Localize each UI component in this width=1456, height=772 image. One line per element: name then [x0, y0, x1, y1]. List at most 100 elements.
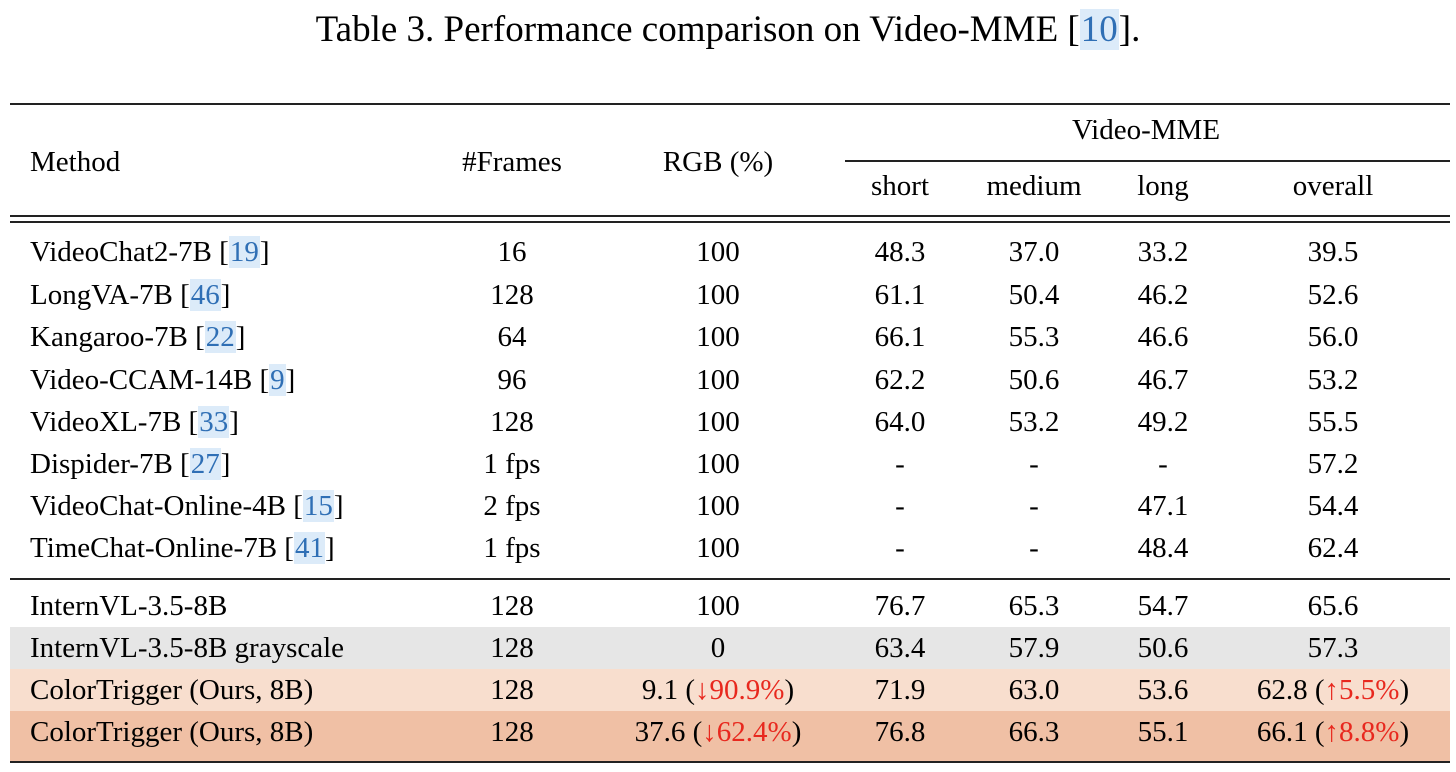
table-row: TimeChat-Online-7B [41] 1 fps - - 48.4 100 62.… — [10, 527, 1450, 569]
overall-cell: 39.5 — [1307, 236, 1359, 268]
frames-cell: 128 — [490, 716, 534, 748]
method-cell: VideoChat2-7B [19] — [30, 236, 270, 268]
long-cell: 47.1 — [1137, 490, 1189, 522]
overall-cell: 53.2 — [1307, 364, 1359, 396]
header-group-video-mme: Video-MME — [1071, 114, 1221, 146]
overall-cell: 57.3 — [1307, 632, 1359, 664]
short-cell: 62.2 — [874, 364, 926, 396]
top-rule — [10, 103, 1450, 105]
rgb-cell: 100 — [696, 532, 740, 564]
long-cell: 48.4 — [1137, 532, 1189, 564]
table-row: ColorTrigger (Ours, 8B) 128 76.8 66.3 55.1 37… — [10, 711, 1450, 761]
short-cell: 63.4 — [874, 632, 926, 664]
table-row: ColorTrigger (Ours, 8B) 128 71.9 63.0 53.6 9.… — [10, 669, 1450, 711]
group-rule — [845, 160, 1450, 162]
table-row: Kangaroo-7B [22] 64 66.1 55.3 46.6 100 56.0 — [10, 316, 1450, 358]
medium-cell: 65.3 — [1008, 590, 1060, 622]
frames-cell: 128 — [490, 406, 534, 438]
overall-cell: 65.6 — [1307, 590, 1359, 622]
medium-cell: - — [1029, 448, 1039, 480]
overall-cell: 62.4 — [1307, 532, 1359, 564]
table-row: VideoChat2-7B [19] 16 48.3 37.0 33.2 100 39.5 — [10, 231, 1450, 273]
long-cell: 46.2 — [1137, 279, 1189, 311]
frames-cell: 128 — [490, 674, 534, 706]
method-cell: ColorTrigger (Ours, 8B) — [30, 716, 314, 748]
overall-cell: 54.4 — [1307, 490, 1359, 522]
medium-cell: 66.3 — [1008, 716, 1060, 748]
medium-cell: 53.2 — [1008, 406, 1060, 438]
citation-link[interactable]: 10 — [1079, 9, 1119, 50]
frames-cell: 96 — [497, 364, 527, 396]
overall-cell: 55.5 — [1307, 406, 1359, 438]
frames-cell: 2 fps — [483, 490, 541, 522]
long-cell: - — [1158, 448, 1168, 480]
citation-link[interactable]: 22 — [204, 321, 236, 353]
citation-link[interactable]: 33 — [198, 406, 230, 438]
table-row: LongVA-7B [46] 128 61.1 50.4 46.2 100 52.6 — [10, 274, 1450, 316]
medium-cell: 50.4 — [1008, 279, 1060, 311]
table-row: InternVL-3.5-8B 128 76.7 65.3 54.7 100 65.6 — [10, 585, 1450, 627]
short-cell: - — [895, 532, 905, 564]
header-rgb: RGB (%) — [662, 146, 774, 178]
rgb-cell: 9.1 (↓90.9%) — [641, 674, 795, 706]
long-cell: 49.2 — [1137, 406, 1189, 438]
header-double-rule-1 — [10, 215, 1450, 217]
table-row: VideoChat-Online-4B [15] 2 fps - - 47.1 100 54… — [10, 485, 1450, 527]
header-frames: #Frames — [462, 146, 562, 178]
citation-link[interactable]: 9 — [269, 364, 286, 396]
table-caption: Table 3. Performance comparison on Video… — [315, 9, 1141, 50]
rgb-delta: ↓90.9% — [695, 674, 785, 706]
table-row: VideoXL-7B [33] 128 64.0 53.2 49.2 100 55.5 — [10, 401, 1450, 443]
overall-cell: 66.1 (↑8.8%) — [1256, 716, 1410, 748]
rgb-cell: 100 — [696, 236, 740, 268]
medium-cell: 57.9 — [1008, 632, 1060, 664]
table-row: Dispider-7B [27] 1 fps - - - 100 57.2 — [10, 443, 1450, 485]
header-overall: overall — [1292, 170, 1374, 202]
overall-delta: ↑5.5% — [1324, 674, 1400, 706]
method-cell: LongVA-7B [46] — [30, 279, 231, 311]
medium-cell: 50.6 — [1008, 364, 1060, 396]
citation-link[interactable]: 46 — [189, 279, 221, 311]
citation-link[interactable]: 19 — [228, 236, 260, 268]
mid-rule — [10, 578, 1450, 580]
table-row: Video-CCAM-14B [9] 96 62.2 50.6 46.7 100 53.2 — [10, 359, 1450, 401]
long-cell: 55.1 — [1137, 716, 1189, 748]
short-cell: 76.8 — [874, 716, 926, 748]
short-cell: 64.0 — [874, 406, 926, 438]
rgb-delta: ↓62.4% — [702, 716, 792, 748]
rgb-cell: 0 — [710, 632, 726, 664]
method-cell: Video-CCAM-14B [9] — [30, 364, 296, 396]
short-cell: 66.1 — [874, 321, 926, 353]
rgb-cell: 100 — [696, 590, 740, 622]
citation-link[interactable]: 15 — [302, 490, 334, 522]
header-short: short — [871, 170, 929, 202]
overall-cell: 56.0 — [1307, 321, 1359, 353]
overall-cell: 52.6 — [1307, 279, 1359, 311]
medium-cell: 55.3 — [1008, 321, 1060, 353]
citation-link[interactable]: 27 — [189, 448, 221, 480]
long-cell: 46.6 — [1137, 321, 1189, 353]
short-cell: 71.9 — [874, 674, 926, 706]
citation-link[interactable]: 41 — [293, 532, 325, 564]
rgb-cell: 37.6 (↓62.4%) — [634, 716, 802, 748]
medium-cell: 63.0 — [1008, 674, 1060, 706]
frames-cell: 64 — [497, 321, 527, 353]
long-cell: 46.7 — [1137, 364, 1189, 396]
bottom-rule — [10, 761, 1450, 763]
frames-cell: 16 — [497, 236, 527, 268]
medium-cell: 37.0 — [1008, 236, 1060, 268]
header-double-rule-2 — [10, 221, 1450, 223]
method-cell: InternVL-3.5-8B — [30, 590, 228, 622]
frames-cell: 1 fps — [483, 448, 541, 480]
medium-cell: - — [1029, 532, 1039, 564]
short-cell: 61.1 — [874, 279, 926, 311]
table-row: InternVL-3.5-8B grayscale 128 63.4 57.9 50.6… — [10, 627, 1450, 669]
header-medium: medium — [986, 170, 1082, 202]
rgb-cell: 100 — [696, 364, 740, 396]
short-cell: 48.3 — [874, 236, 926, 268]
rgb-cell: 100 — [696, 279, 740, 311]
header-method: Method — [30, 146, 121, 178]
frames-cell: 128 — [490, 279, 534, 311]
long-cell: 50.6 — [1137, 632, 1189, 664]
method-cell: ColorTrigger (Ours, 8B) — [30, 674, 314, 706]
